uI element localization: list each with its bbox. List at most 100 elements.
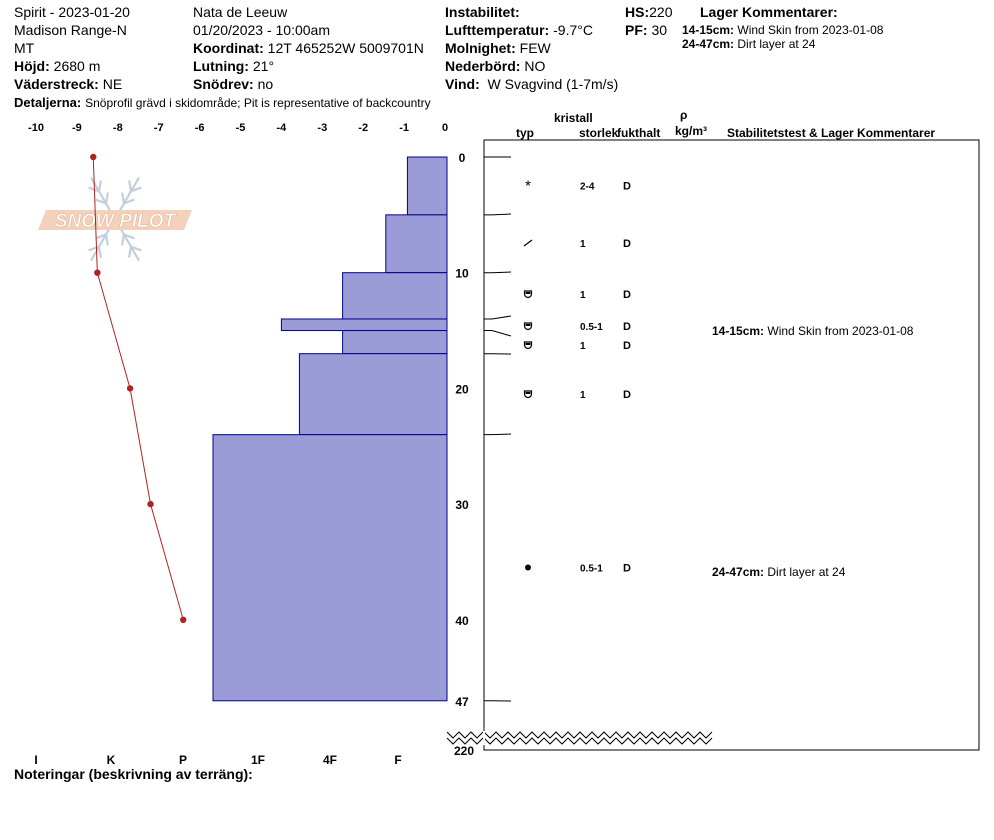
grain-size-label: 1 (580, 341, 586, 352)
sky-value: FEW (519, 40, 551, 56)
coord-row: Koordinat: 12T 465252W 5009701N (193, 40, 424, 56)
details-label: Detaljerna: (14, 95, 82, 110)
coord-value: 12T 465252W 5009701N (267, 40, 424, 56)
temp-tick-label: -3 (317, 122, 327, 134)
layer-comment-1: 14-15cm: Wind Skin from 2023-01-08 (682, 23, 883, 37)
temp-tick-label: -2 (358, 122, 368, 134)
details-row: Detaljerna: Snöprofil grävd i skidområde… (14, 94, 431, 111)
hardness-tick-label: P (179, 753, 187, 767)
snowflake-branch (130, 186, 142, 193)
hardness-bars (212, 156, 448, 702)
hs-row: HS:220 (625, 4, 672, 20)
pf-row: PF: 30 (625, 22, 667, 38)
crystal-symbol-fill (525, 343, 531, 345)
moisture-label: D (623, 389, 631, 401)
range-name: Madison Range-N (14, 22, 127, 38)
notes-label: Noteringar (beskrivning av terräng): (14, 766, 253, 782)
temp-tick-label: -4 (277, 122, 288, 134)
details-value: Snöprofil grävd i skidområde; Pit is rep… (85, 96, 431, 110)
snowflake-branch (127, 180, 133, 192)
wind-label: Vind: (445, 76, 480, 92)
precip-row: Nederbörd: NO (445, 58, 545, 74)
slope-value: 21° (252, 58, 275, 74)
grain-size-label: 0.5-1 (580, 564, 603, 575)
hardness-bar (298, 353, 448, 436)
temp-tick-label: -5 (236, 122, 246, 134)
depth-tick-label: 0 (459, 151, 466, 165)
drift-label: Snödrev: (193, 76, 254, 92)
layer-comment: 14-15cm: Wind Skin from 2023-01-08 (712, 324, 914, 338)
temp-tick-label: -9 (72, 122, 82, 134)
slope-label: Lutning: (193, 58, 249, 74)
logo-text: SNOW PILOT (55, 211, 177, 232)
snowflake-branch (104, 234, 110, 246)
crystal-symbol-faceted-rounding (523, 341, 533, 350)
drift-value: no (257, 76, 274, 92)
break-zigzag-left-top (446, 731, 484, 739)
aspect-value: NE (102, 76, 123, 92)
snowflake-branch (120, 192, 126, 204)
moisture-label: D (623, 289, 631, 301)
layer-comment-range: 14-15cm: (682, 23, 735, 37)
depth-connector (484, 330, 512, 337)
hs-label: HS: (625, 4, 650, 20)
crystal-symbol-newsnow: * (525, 178, 531, 195)
break-zigzag-left-bottom (446, 737, 484, 745)
layer-comment-range: 14-15cm: (712, 324, 764, 338)
grain-size-label: 2-4 (580, 182, 595, 193)
site-title: Spirit - 2023-01-20 (14, 4, 130, 20)
slope-row: Lutning: 21° (193, 58, 274, 74)
hardness-bar (280, 318, 448, 332)
crystal-symbol-fill (525, 392, 531, 394)
crystal-symbol-decomposing (523, 239, 533, 247)
hardness-tick-label: 4F (323, 753, 337, 767)
snowflake-branch (127, 246, 133, 258)
snowflake-branch (130, 245, 142, 252)
layer-comment: 24-47cm: Dirt layer at 24 (712, 565, 846, 579)
layer-comment-text: Wind Skin from 2023-01-08 (764, 324, 914, 338)
layer-comment-text: Dirt layer at 24 (764, 565, 846, 579)
moisture-label: D (623, 563, 631, 575)
crystal-header: kristall (554, 111, 593, 125)
aspect-label: Väderstreck: (14, 76, 99, 92)
wind-row: Vind: W Svagvind (1-7m/s) (445, 76, 618, 92)
snowflake-branch (120, 234, 126, 246)
crystal-symbol-faceted-rounding (523, 290, 533, 299)
hs-value: 220 (649, 4, 673, 20)
break-zigzag-top (483, 731, 713, 739)
temperature-point (126, 385, 134, 392)
instability-label: Instabilitet: (445, 4, 520, 20)
depth-tick-label: 30 (455, 498, 469, 512)
state: MT (14, 40, 35, 56)
drift-row: Snödrev: no (193, 76, 273, 92)
logo-banner (38, 210, 192, 230)
snowflake-branch (97, 246, 103, 258)
table-border (483, 139, 980, 751)
depth-tick-label: 47 (455, 695, 469, 709)
temp-tick-label: -6 (195, 122, 205, 134)
size-header: storlek (579, 126, 619, 140)
depth-tick-label: 20 (455, 382, 469, 396)
grain-size-label: 1 (580, 390, 586, 401)
temp-tick-label: -8 (113, 122, 123, 134)
temp-tick-label: -10 (28, 122, 44, 134)
datetime: 01/20/2023 - 10:00am (193, 22, 330, 38)
snowflake-branch (95, 198, 107, 205)
crystal-symbol-fill (525, 292, 531, 294)
grain-size-label: 1 (580, 290, 586, 301)
layer-comment-range: 24-47cm: (682, 37, 735, 51)
density-header: kg/m³ (675, 124, 708, 138)
snowflake-branch (88, 245, 100, 252)
elevation-value: 2680 m (53, 58, 101, 74)
temp-tick-label: -7 (154, 122, 164, 134)
hardness-tick-label: K (107, 753, 116, 767)
snowpilot-logo: SNOW PILOT (38, 176, 192, 262)
precip-label: Nederbörd: (445, 58, 521, 74)
hardness-bar (212, 434, 448, 702)
depth-tick-label: 10 (455, 267, 469, 281)
sky-label: Molnighet: (445, 40, 516, 56)
layer-table: * 2-4 D 1 D 1 D 0.5-1 D 1 D 1 D 0.5-1 D 14-15cm: Wind S… (445, 139, 980, 751)
layer-comments-title: Lager Kommentarer: (700, 4, 838, 20)
type-header: typ (516, 126, 534, 140)
